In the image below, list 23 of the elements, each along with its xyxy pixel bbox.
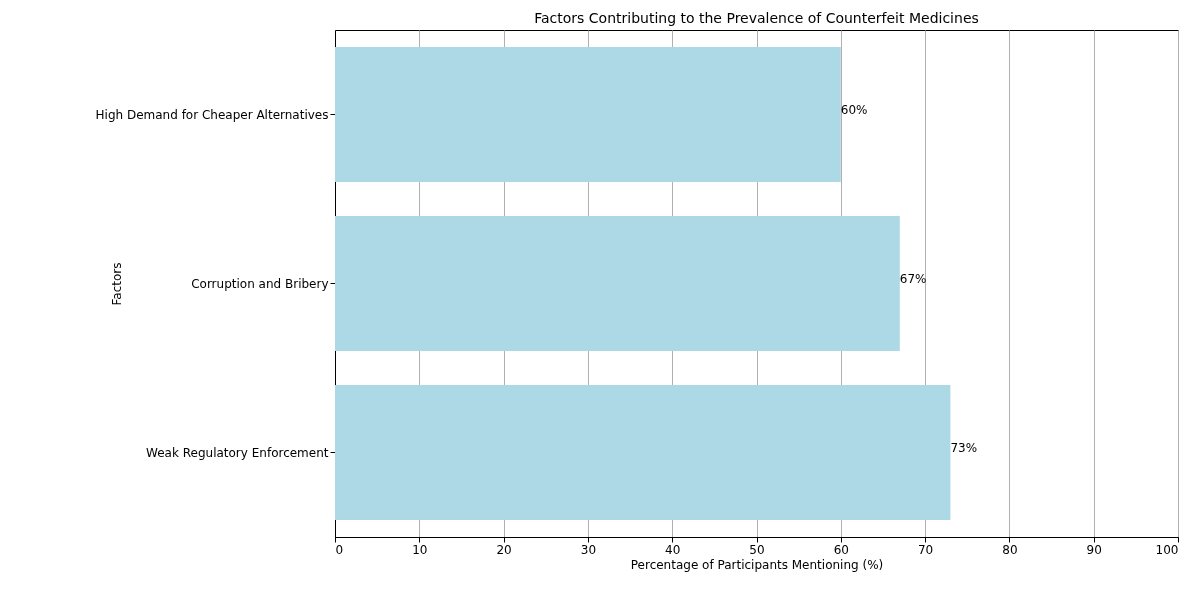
x-tick-label: 10 [412, 542, 428, 557]
x-tick-label: 90 [1086, 542, 1102, 557]
y-axis-title: Factors [109, 262, 124, 306]
x-tick-label: 60 [833, 542, 849, 557]
y-tick-label: High Demand for Cheaper Alternatives [95, 107, 329, 122]
chart-title: Factors Contributing to the Prevalence of Counterfeit Medicines [534, 10, 979, 26]
data-label: 67% [899, 271, 927, 286]
x-tick-label: 0 [335, 542, 344, 557]
y-tick-label: Weak Regulatory Enforcement [146, 445, 329, 460]
x-tick-label: 80 [1002, 542, 1018, 557]
y-tick-label: Corruption and Bribery [191, 276, 329, 291]
bar [335, 46, 841, 183]
data-label: 73% [950, 440, 978, 455]
x-tick-label: 50 [749, 542, 765, 557]
x-axis-title: Percentage of Participants Mentioning (%) [630, 557, 884, 572]
bar [335, 384, 951, 521]
x-tick-label: 20 [496, 542, 512, 557]
data-label: 60% [840, 102, 868, 117]
bar [335, 215, 900, 352]
x-tick-label: 100 [1155, 542, 1179, 557]
x-tick-label: 70 [917, 542, 934, 557]
x-tick-label: 40 [665, 542, 681, 557]
x-tick-label: 30 [580, 542, 597, 557]
